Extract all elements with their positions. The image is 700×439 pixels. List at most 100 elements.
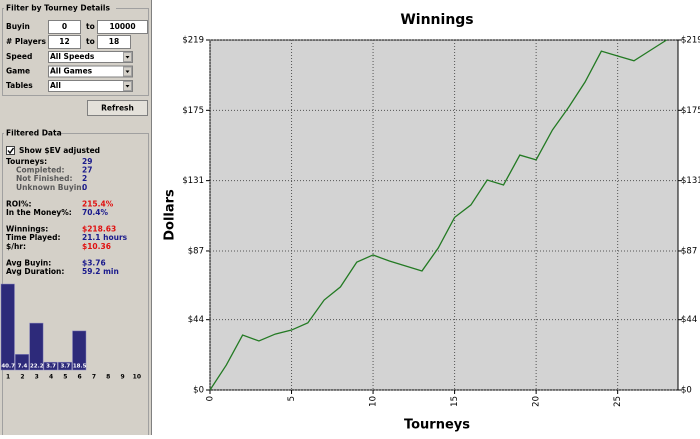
- x-tick-label: 5: [287, 396, 297, 401]
- dropdown-arrow: [125, 56, 130, 59]
- dropdown[interactable]: [48, 65, 133, 78]
- x-tick-label: 10: [369, 396, 379, 407]
- stat-label: Unknown Buyin:: [16, 183, 85, 192]
- y-tick-label: $175: [182, 106, 204, 116]
- bar-category-label: 7: [92, 374, 96, 381]
- stat-label: ROI%:: [6, 199, 31, 208]
- y-tick-label: $131: [182, 176, 204, 186]
- stat-value: 27: [82, 166, 92, 175]
- y2-tick-label: $87: [681, 246, 697, 256]
- dropdown[interactable]: [48, 51, 133, 63]
- group-title-bg: [4, 4, 116, 13]
- stat-label: Avg Duration:: [6, 267, 64, 276]
- y-tick-label: $219: [182, 36, 204, 46]
- y2-tick-label: $0: [681, 386, 692, 396]
- bar-category-label: 10: [133, 374, 141, 381]
- field-label: Tables: [6, 81, 33, 90]
- stat-label: Completed:: [16, 166, 65, 175]
- group-title-bg: [4, 129, 60, 138]
- stat-label: Winnings:: [6, 225, 48, 234]
- stat-label: In the Money%:: [6, 208, 72, 217]
- checkmark: [7, 147, 15, 155]
- bar-value-label: 3.7: [60, 364, 70, 370]
- refresh-label: Refresh: [101, 104, 134, 113]
- bar: [57, 361, 72, 371]
- bar-category-label: 8: [106, 374, 110, 381]
- text-input[interactable]: [97, 35, 131, 49]
- stat-value: 215.4%: [82, 199, 114, 208]
- bar: [0, 283, 15, 371]
- input-value: 10000: [109, 22, 135, 31]
- bar-category-label: 4: [49, 374, 53, 381]
- bar-value-label: 22.2: [30, 364, 44, 370]
- bar-category-label: 9: [120, 374, 124, 381]
- bar-category-label: 3: [35, 374, 39, 381]
- bar-category-label: 6: [78, 374, 82, 381]
- bar-category-label: 2: [20, 374, 24, 381]
- x-tick-label: 20: [532, 396, 542, 407]
- stat-value: $218.63: [82, 225, 116, 234]
- y-tick-label: $44: [188, 315, 204, 325]
- bar-value-label: 7.4: [18, 364, 28, 370]
- bar: [29, 322, 44, 371]
- dropdown-arrow: [125, 70, 130, 73]
- chart-title: Winnings: [400, 12, 473, 28]
- stat-value: $10.36: [82, 242, 111, 251]
- y2-tick-label: $44: [681, 315, 697, 325]
- stat-value: 70.4%: [82, 208, 109, 217]
- dropdown-value: All: [50, 81, 61, 90]
- dropdown[interactable]: [48, 80, 133, 92]
- bar-category-label: 5: [63, 374, 67, 381]
- input-value: 18: [109, 37, 119, 46]
- stat-value: $3.76: [82, 258, 106, 267]
- bar-value-label: 18.5: [73, 364, 87, 370]
- refresh-button[interactable]: [87, 100, 148, 116]
- stat-value: 59.2 min: [82, 267, 119, 276]
- ev-checkbox[interactable]: [6, 146, 15, 155]
- bar-value-label: 3.7: [46, 364, 56, 370]
- to-label: to: [86, 37, 95, 46]
- x-tick-label: 25: [613, 396, 623, 407]
- x-tick-label: 15: [450, 396, 460, 407]
- input-value: 0: [62, 22, 67, 31]
- stat-value: 29: [82, 157, 92, 166]
- field-label: Game: [6, 67, 30, 76]
- y2-tick-label: $219: [681, 36, 700, 46]
- stat-value: 0: [82, 183, 87, 192]
- bar: [15, 354, 30, 371]
- stat-label: Avg Buyin:: [6, 258, 51, 267]
- text-input[interactable]: [48, 20, 81, 34]
- y2-tick-label: $131: [681, 176, 700, 186]
- stat-label: Not Finished:: [16, 174, 73, 183]
- stat-label: Time Played:: [6, 233, 60, 242]
- dropdown-arrow: [125, 85, 130, 88]
- field-label: Buyin: [6, 22, 30, 31]
- text-input[interactable]: [97, 20, 148, 34]
- filter-group-title: Filter by Tourney Details: [6, 4, 110, 13]
- x-axis-label: Tourneys: [404, 418, 470, 433]
- dropdown-value: All Games: [50, 67, 93, 76]
- stat-value: 21.1 hours: [82, 233, 128, 242]
- bar: [43, 361, 58, 371]
- checkbox-label: Show $EV adjusted: [19, 146, 100, 155]
- field-label: Speed: [6, 52, 32, 61]
- dropdown-value: All Speeds: [50, 52, 95, 61]
- bar-category-label: 1: [6, 374, 10, 381]
- plot-area: [209, 39, 679, 391]
- winnings-line: [209, 39, 667, 391]
- text-input[interactable]: [48, 35, 81, 49]
- x-tick-label: 0: [206, 396, 216, 401]
- stat-label: Tourneys:: [6, 157, 47, 166]
- bar: [72, 330, 87, 371]
- bar-value-label: 40.7: [1, 364, 15, 370]
- field-label: # Players: [6, 37, 46, 46]
- to-label: to: [86, 22, 95, 31]
- y-tick-label: $0: [193, 386, 204, 396]
- stat-label: $/hr:: [6, 242, 26, 251]
- y-tick-label: $87: [188, 246, 204, 256]
- filtered-group-title: Filtered Data: [6, 129, 62, 138]
- input-value: 12: [59, 37, 69, 46]
- y-axis-label: Dollars: [163, 189, 178, 241]
- stat-value: 2: [82, 174, 87, 183]
